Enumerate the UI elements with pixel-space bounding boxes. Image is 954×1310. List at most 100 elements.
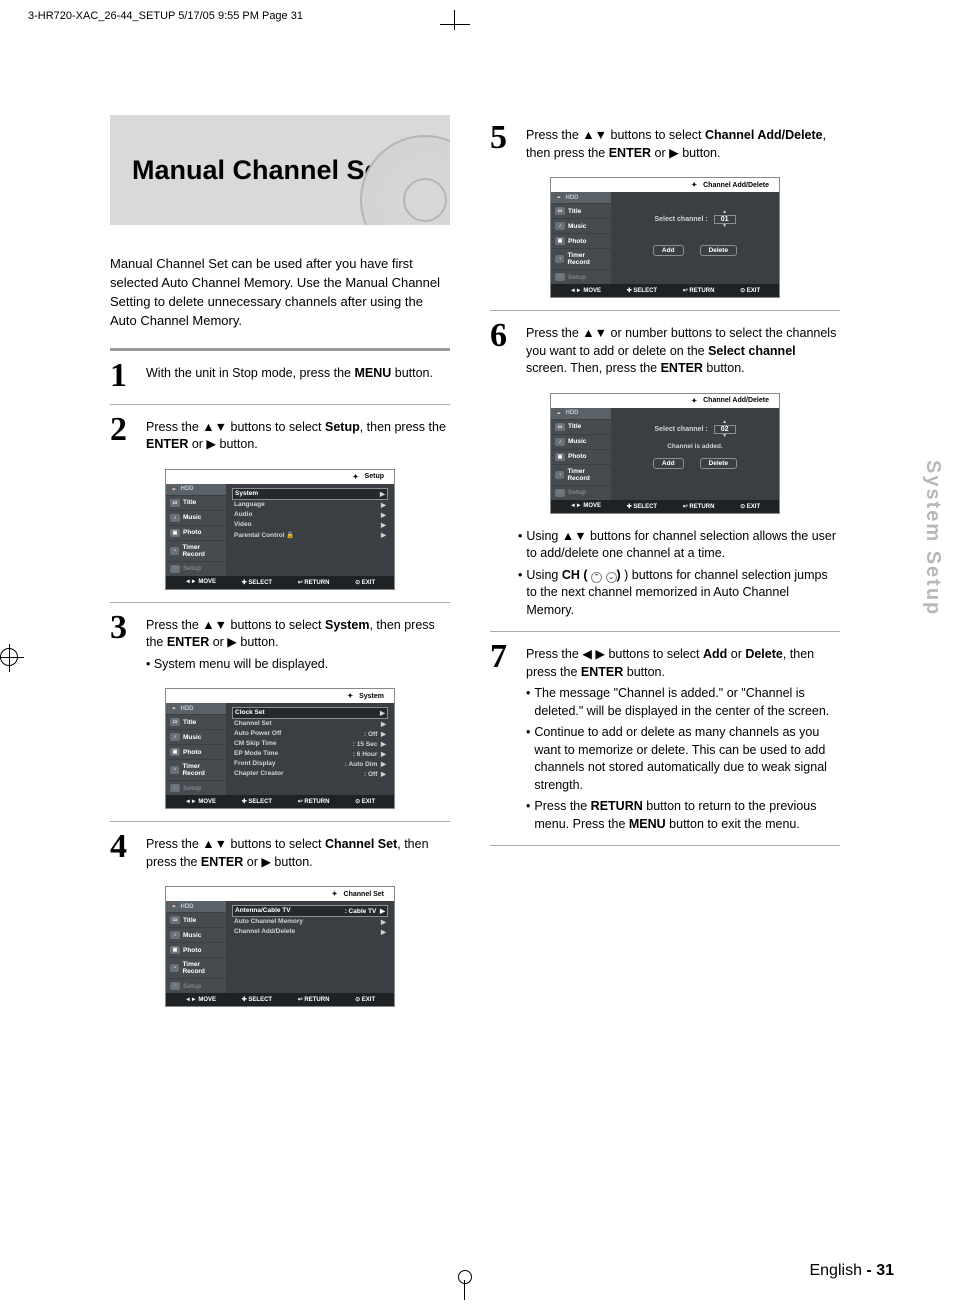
osd-channel-add-delete-2: ✦Channel Add/Delete 📼 HDD ▭Title ♪Music … bbox=[550, 393, 780, 514]
osd-main: System▶ Language▶ Audio▶ Video▶ Parental… bbox=[226, 484, 394, 576]
step-text: Press the ▲▼ buttons to select System, t… bbox=[146, 613, 450, 674]
channel-arrows-icon: ▲01▼ bbox=[714, 210, 736, 229]
step-4: 4 Press the ▲▼ buttons to select Channel… bbox=[110, 832, 450, 871]
osd-side-music: ♪Music bbox=[166, 510, 226, 525]
step-5: 5 Press the ▲▼ buttons to select Channel… bbox=[490, 123, 840, 162]
osd-side-photo: ▣Photo bbox=[166, 525, 226, 540]
step-text: With the unit in Stop mode, press the ME… bbox=[146, 361, 433, 392]
step-1: 1 With the unit in Stop mode, press the … bbox=[110, 361, 450, 392]
osd-side-setup: ⚙Setup bbox=[166, 978, 226, 993]
osd-titlebar: ✦Channel Add/Delete bbox=[551, 394, 779, 408]
osd-footer: ◄► MOVE✚ SELECT↩ RETURN⊙ EXIT bbox=[166, 795, 394, 808]
step-text: Press the ▲▼ buttons to select Channel A… bbox=[526, 123, 840, 162]
osd-sidebar: 📼 HDD ▭Title ♪Music ▣Photo ◔Timer Record… bbox=[166, 703, 226, 795]
step-3: 3 Press the ▲▼ buttons to select System,… bbox=[110, 613, 450, 674]
osd-side-title: ▭Title bbox=[551, 203, 611, 218]
select-channel-label: Select channel : bbox=[654, 426, 707, 433]
osd-row: CM Skip Time: 15 Sec ▶ bbox=[232, 739, 388, 749]
osd-row: Auto Channel Memory▶ bbox=[232, 917, 388, 927]
osd-side-timer: ◔Timer Record bbox=[166, 540, 226, 561]
left-column: Manual Channel Set Manual Channel Set ca… bbox=[110, 50, 450, 1007]
osd-side-timer: ◔Timer Record bbox=[166, 759, 226, 780]
osd-main: Antenna/Cable TV: Cable TV ▶ Auto Channe… bbox=[226, 901, 394, 993]
osd-main: Select channel : ▲02▼ Channel is added. … bbox=[611, 408, 779, 500]
print-header: 3-HR720-XAC_26-44_SETUP 5/17/05 9:55 PM … bbox=[28, 10, 303, 22]
right-column: 5 Press the ▲▼ buttons to select Channel… bbox=[490, 50, 840, 1007]
osd-footer: ◄► MOVE✚ SELECT↩ RETURN⊙ EXIT bbox=[551, 500, 779, 513]
osd-row: Video▶ bbox=[232, 520, 388, 530]
osd-row: Channel Add/Delete▶ bbox=[232, 927, 388, 937]
osd-side-title: ▭Title bbox=[166, 495, 226, 510]
step-number: 2 bbox=[110, 415, 138, 454]
osd-titlebar: ✦Channel Add/Delete bbox=[551, 178, 779, 192]
osd-system: ✦System 📼 HDD ▭Title ♪Music ▣Photo ◔Time… bbox=[165, 688, 395, 809]
osd-side-setup: ⚙Setup bbox=[551, 485, 611, 500]
step-text: Press the ◀ ▶ buttons to select Add or D… bbox=[526, 642, 840, 833]
intro-text: Manual Channel Set can be used after you… bbox=[110, 255, 450, 330]
osd-row: Chapter Creator: Off ▶ bbox=[232, 769, 388, 779]
osd-sidebar: 📼 HDD ▭Title ♪Music ▣Photo ◔Timer Record… bbox=[551, 408, 611, 500]
osd-row: Channel Set▶ bbox=[232, 719, 388, 729]
osd-sidebar: 📼 HDD ▭Title ♪Music ▣Photo ◔Timer Record… bbox=[551, 192, 611, 284]
crop-mark-left bbox=[0, 648, 18, 666]
osd-hdd: 📼 HDD bbox=[551, 192, 611, 203]
osd-side-photo: ▣Photo bbox=[551, 233, 611, 248]
section-tab: System Setup bbox=[921, 460, 944, 616]
osd-sidebar: 📼 HDD ▭Title ♪Music ▣Photo ◔Timer Record… bbox=[166, 901, 226, 993]
osd-hdd: 📼 HDD bbox=[551, 408, 611, 419]
step-text: Press the ▲▼ buttons to select Setup, th… bbox=[146, 415, 450, 454]
step-number: 1 bbox=[110, 361, 138, 392]
step-7: 7 Press the ◀ ▶ buttons to select Add or… bbox=[490, 642, 840, 833]
osd-footer: ◄► MOVE✚ SELECT↩ RETURN⊙ EXIT bbox=[166, 576, 394, 589]
osd-row: EP Mode Time: 6 Hour ▶ bbox=[232, 749, 388, 759]
osd-side-title: ▭Title bbox=[166, 912, 226, 927]
ch-up-icon: ⌃ bbox=[591, 572, 602, 583]
osd-row: Antenna/Cable TV: Cable TV ▶ bbox=[232, 905, 388, 917]
select-channel-label: Select channel : bbox=[654, 216, 707, 223]
step-number: 4 bbox=[110, 832, 138, 871]
divider bbox=[110, 348, 450, 351]
footer-language: English bbox=[809, 1262, 861, 1279]
osd-side-timer: ◔Timer Record bbox=[551, 248, 611, 269]
thin-divider bbox=[490, 310, 840, 311]
step-number: 7 bbox=[490, 642, 518, 833]
osd-hdd: 📼 HDD bbox=[166, 703, 226, 714]
step6-note-2: •Using CH ( ⌃ ⌄) ) buttons for channel s… bbox=[518, 567, 840, 620]
osd-footer: ◄► MOVE✚ SELECT↩ RETURN⊙ EXIT bbox=[551, 284, 779, 297]
osd-row: Audio▶ bbox=[232, 510, 388, 520]
step-number: 6 bbox=[490, 321, 518, 378]
channel-arrows-icon: ▲02▼ bbox=[714, 420, 736, 439]
osd-titlebar: ✦System bbox=[166, 689, 394, 703]
osd-row: Auto Power Off: Off ▶ bbox=[232, 729, 388, 739]
thin-divider bbox=[490, 631, 840, 632]
step-sub: • System menu will be displayed. bbox=[146, 656, 450, 674]
step7-note-3: •Press the RETURN button to return to th… bbox=[526, 798, 840, 833]
osd-channel-add-delete-1: ✦Channel Add/Delete 📼 HDD ▭Title ♪Music … bbox=[550, 177, 780, 298]
osd-main: Select channel : ▲01▼ Add Delete bbox=[611, 192, 779, 284]
step-6: 6 Press the ▲▼ or number buttons to sele… bbox=[490, 321, 840, 378]
step7-note-2: •Continue to add or delete as many chann… bbox=[526, 724, 840, 794]
step-text: Press the ▲▼ or number buttons to select… bbox=[526, 321, 840, 378]
step-2: 2 Press the ▲▼ buttons to select Setup, … bbox=[110, 415, 450, 454]
osd-row: Language▶ bbox=[232, 500, 388, 510]
page-title: Manual Channel Set bbox=[110, 155, 389, 186]
osd-channelset: ✦Channel Set 📼 HDD ▭Title ♪Music ▣Photo … bbox=[165, 886, 395, 1007]
add-button: Add bbox=[653, 245, 684, 256]
ch-down-icon: ⌄ bbox=[606, 572, 617, 583]
delete-button: Delete bbox=[700, 458, 738, 469]
osd-sidebar: 📼 HDD ▭Title ♪Music ▣Photo ◔Timer Record… bbox=[166, 484, 226, 576]
add-button: Add bbox=[653, 458, 684, 469]
delete-button: Delete bbox=[700, 245, 738, 256]
channel-added-message: Channel is added. bbox=[617, 443, 773, 450]
osd-main: Clock Set▶ Channel Set▶ Auto Power Off: … bbox=[226, 703, 394, 795]
osd-side-setup: ⚙Setup bbox=[551, 269, 611, 284]
page-footer: English - 31 bbox=[809, 1262, 894, 1280]
disc-graphic bbox=[360, 135, 450, 225]
osd-row: Clock Set▶ bbox=[232, 707, 388, 719]
osd-row: Front Display: Auto Dim ▶ bbox=[232, 759, 388, 769]
osd-side-photo: ▣Photo bbox=[166, 942, 226, 957]
osd-side-setup: ⚙Setup bbox=[166, 561, 226, 576]
title-panel: Manual Channel Set bbox=[110, 115, 450, 225]
osd-side-title: ▭Title bbox=[166, 714, 226, 729]
step-number: 5 bbox=[490, 123, 518, 162]
